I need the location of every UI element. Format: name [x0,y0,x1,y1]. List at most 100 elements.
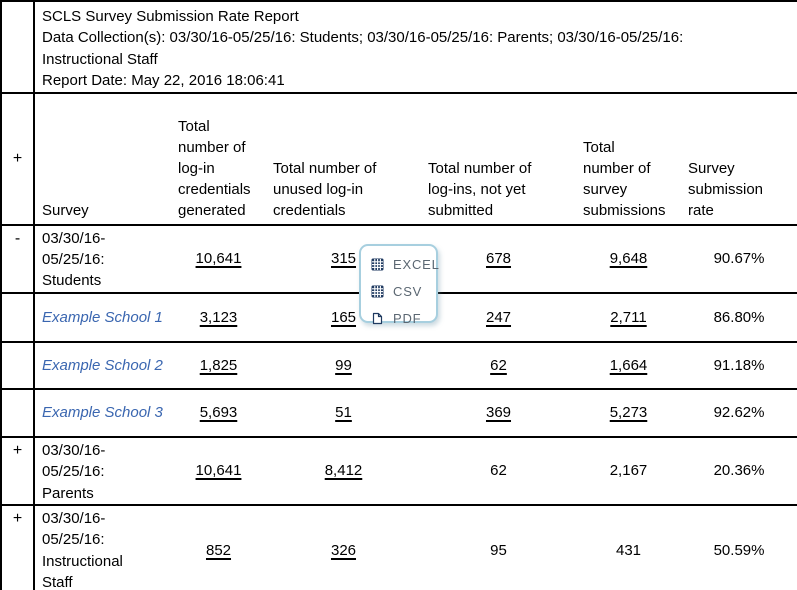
export-menu: EXCEL CSV PDF [359,244,439,326]
column-header-row: + Survey Total number of log-in credenti… [1,91,797,225]
survey-label: 03/30/16- 05/25/16: Students [42,229,106,290]
drillthrough-link[interactable]: 62 [490,356,507,374]
expand-group-toggle[interactable]: + [1,435,35,506]
plus-icon: + [12,510,23,528]
plus-icon: + [12,441,23,459]
file-page-icon [371,312,384,325]
drillthrough-link[interactable]: 1,825 [199,356,238,374]
column-header-generated: Total number of log-in credentials gener… [171,91,266,225]
cell-submissions: 2,711 [576,291,681,342]
cell-generated: 5,693 [171,387,266,437]
column-header-not-yet-submitted: Total number of log-ins, not yet submitt… [421,91,576,225]
export-csv-label: CSV [393,283,423,299]
collapse-group-toggle[interactable]: - [1,223,35,293]
drillthrough-link[interactable]: 326 [330,541,357,559]
drillthrough-link[interactable]: 369 [485,404,512,422]
cell-not-yet-submitted: 62 [421,340,576,389]
spreadsheet-grid-icon [371,285,384,298]
cell-rate: 86.80% [681,291,797,342]
expand-all-toggle[interactable]: + [1,91,35,225]
survey-label-cell: 03/30/16- 05/25/16: Parents [34,435,171,506]
cell-submissions: 2,167 [576,435,681,506]
export-pdf-label: PDF [393,310,422,326]
cell-submissions: 5,273 [576,387,681,437]
export-excel-label: EXCEL [393,256,440,272]
drillthrough-link[interactable]: 9,648 [609,250,648,268]
expander-column-corner [1,1,35,93]
minus-icon: - [14,229,21,247]
cell-not-yet-submitted: 95 [421,504,576,590]
drillthrough-link[interactable]: 99 [335,356,352,374]
drillthrough-link[interactable]: 678 [485,250,512,268]
survey-label-cell: Example School 2 [34,340,171,389]
expand-group-toggle[interactable]: + [1,504,35,590]
export-pdf-option[interactable]: PDF [371,307,436,329]
cell-rate: 20.36% [681,435,797,506]
survey-label: 03/30/16- 05/25/16: Parents [42,441,106,502]
cell-rate: 92.62% [681,387,797,437]
report-header-row: SCLS Survey Submission Rate Report Data … [1,1,797,93]
drillthrough-link[interactable]: 247 [485,308,512,326]
column-header-rate: Survey submission rate [681,91,797,225]
cell-submissions: 431 [576,504,681,590]
cell-generated: 1,825 [171,340,266,389]
cell-not-yet-submitted: 62 [421,435,576,506]
drillthrough-link[interactable]: 2,711 [610,308,647,326]
cell-generated: 10,641 [171,435,266,506]
drillthrough-link[interactable]: 10,641 [195,250,242,268]
drillthrough-link[interactable]: 51 [335,404,352,422]
column-header-survey: Survey [34,91,171,225]
table-row-students: - 03/30/16- 05/25/16: Students 10,641 31… [1,223,797,293]
report-title: SCLS Survey Submission Rate Report [42,8,299,25]
survey-label-cell: 03/30/16- 05/25/16: Instructional Staff [34,504,171,590]
export-csv-option[interactable]: CSV [371,280,436,302]
cell-submissions: 9,648 [576,223,681,293]
cell-rate: 90.67% [681,223,797,293]
cell-not-yet-submitted: 247 [421,291,576,342]
survey-label: 03/30/16- 05/25/16: Instructional Staff [42,510,123,590]
table-row-school-3: Example School 3 5,693 51 369 5,273 92.6… [1,387,797,437]
drillthrough-link[interactable]: 315 [330,250,357,268]
cell-generated: 10,641 [171,223,266,293]
expander-cell-empty [1,387,35,437]
table-row-parents: + 03/30/16- 05/25/16: Parents 10,641 8,4… [1,435,797,506]
school-name-link: Example School 3 [42,404,163,422]
report-date: Report Date: May 22, 2016 18:06:41 [42,72,285,90]
cell-unused: 8,412 [266,435,421,506]
drillthrough-link[interactable]: 5,693 [199,404,238,422]
cell-unused: 326 [266,504,421,590]
survey-label-cell: Example School 1 [34,291,171,342]
school-name-link: Example School 1 [42,308,163,326]
report-header: SCLS Survey Submission Rate Report Data … [34,1,797,93]
expander-cell-empty [1,291,35,342]
cell-generated: 852 [171,504,266,590]
drillthrough-link[interactable]: 1,664 [609,356,648,374]
survey-label-cell: 03/30/16- 05/25/16: Students [34,223,171,293]
plus-icon: + [12,150,23,168]
expander-cell-empty [1,340,35,389]
cell-generated: 3,123 [171,291,266,342]
survey-label-cell: Example School 3 [34,387,171,437]
column-header-unused: Total number of unused log-in credential… [266,91,421,225]
drillthrough-link[interactable]: 5,273 [609,404,648,422]
export-excel-option[interactable]: EXCEL [371,253,439,275]
drillthrough-link[interactable]: 8,412 [324,462,363,480]
column-header-submissions: Total number of survey submissions [576,91,681,225]
drillthrough-link[interactable]: 165 [330,308,357,326]
drillthrough-link[interactable]: 10,641 [195,462,242,480]
cell-not-yet-submitted: 369 [421,387,576,437]
cell-unused: 99 [266,340,421,389]
spreadsheet-grid-icon [371,258,384,271]
table-row-instructional-staff: + 03/30/16- 05/25/16: Instructional Staf… [1,504,797,590]
cell-rate: 50.59% [681,504,797,590]
cell-unused: 51 [266,387,421,437]
table-row-school-2: Example School 2 1,825 99 62 1,664 91.18… [1,340,797,389]
drillthrough-link[interactable]: 3,123 [199,308,238,326]
cell-submissions: 1,664 [576,340,681,389]
cell-rate: 91.18% [681,340,797,389]
drillthrough-link[interactable]: 852 [205,541,232,559]
cell-not-yet-submitted: 678 [421,223,576,293]
school-name-link: Example School 2 [42,356,163,374]
report-data-collections: Data Collection(s): 03/30/16-05/25/16: S… [42,29,684,68]
